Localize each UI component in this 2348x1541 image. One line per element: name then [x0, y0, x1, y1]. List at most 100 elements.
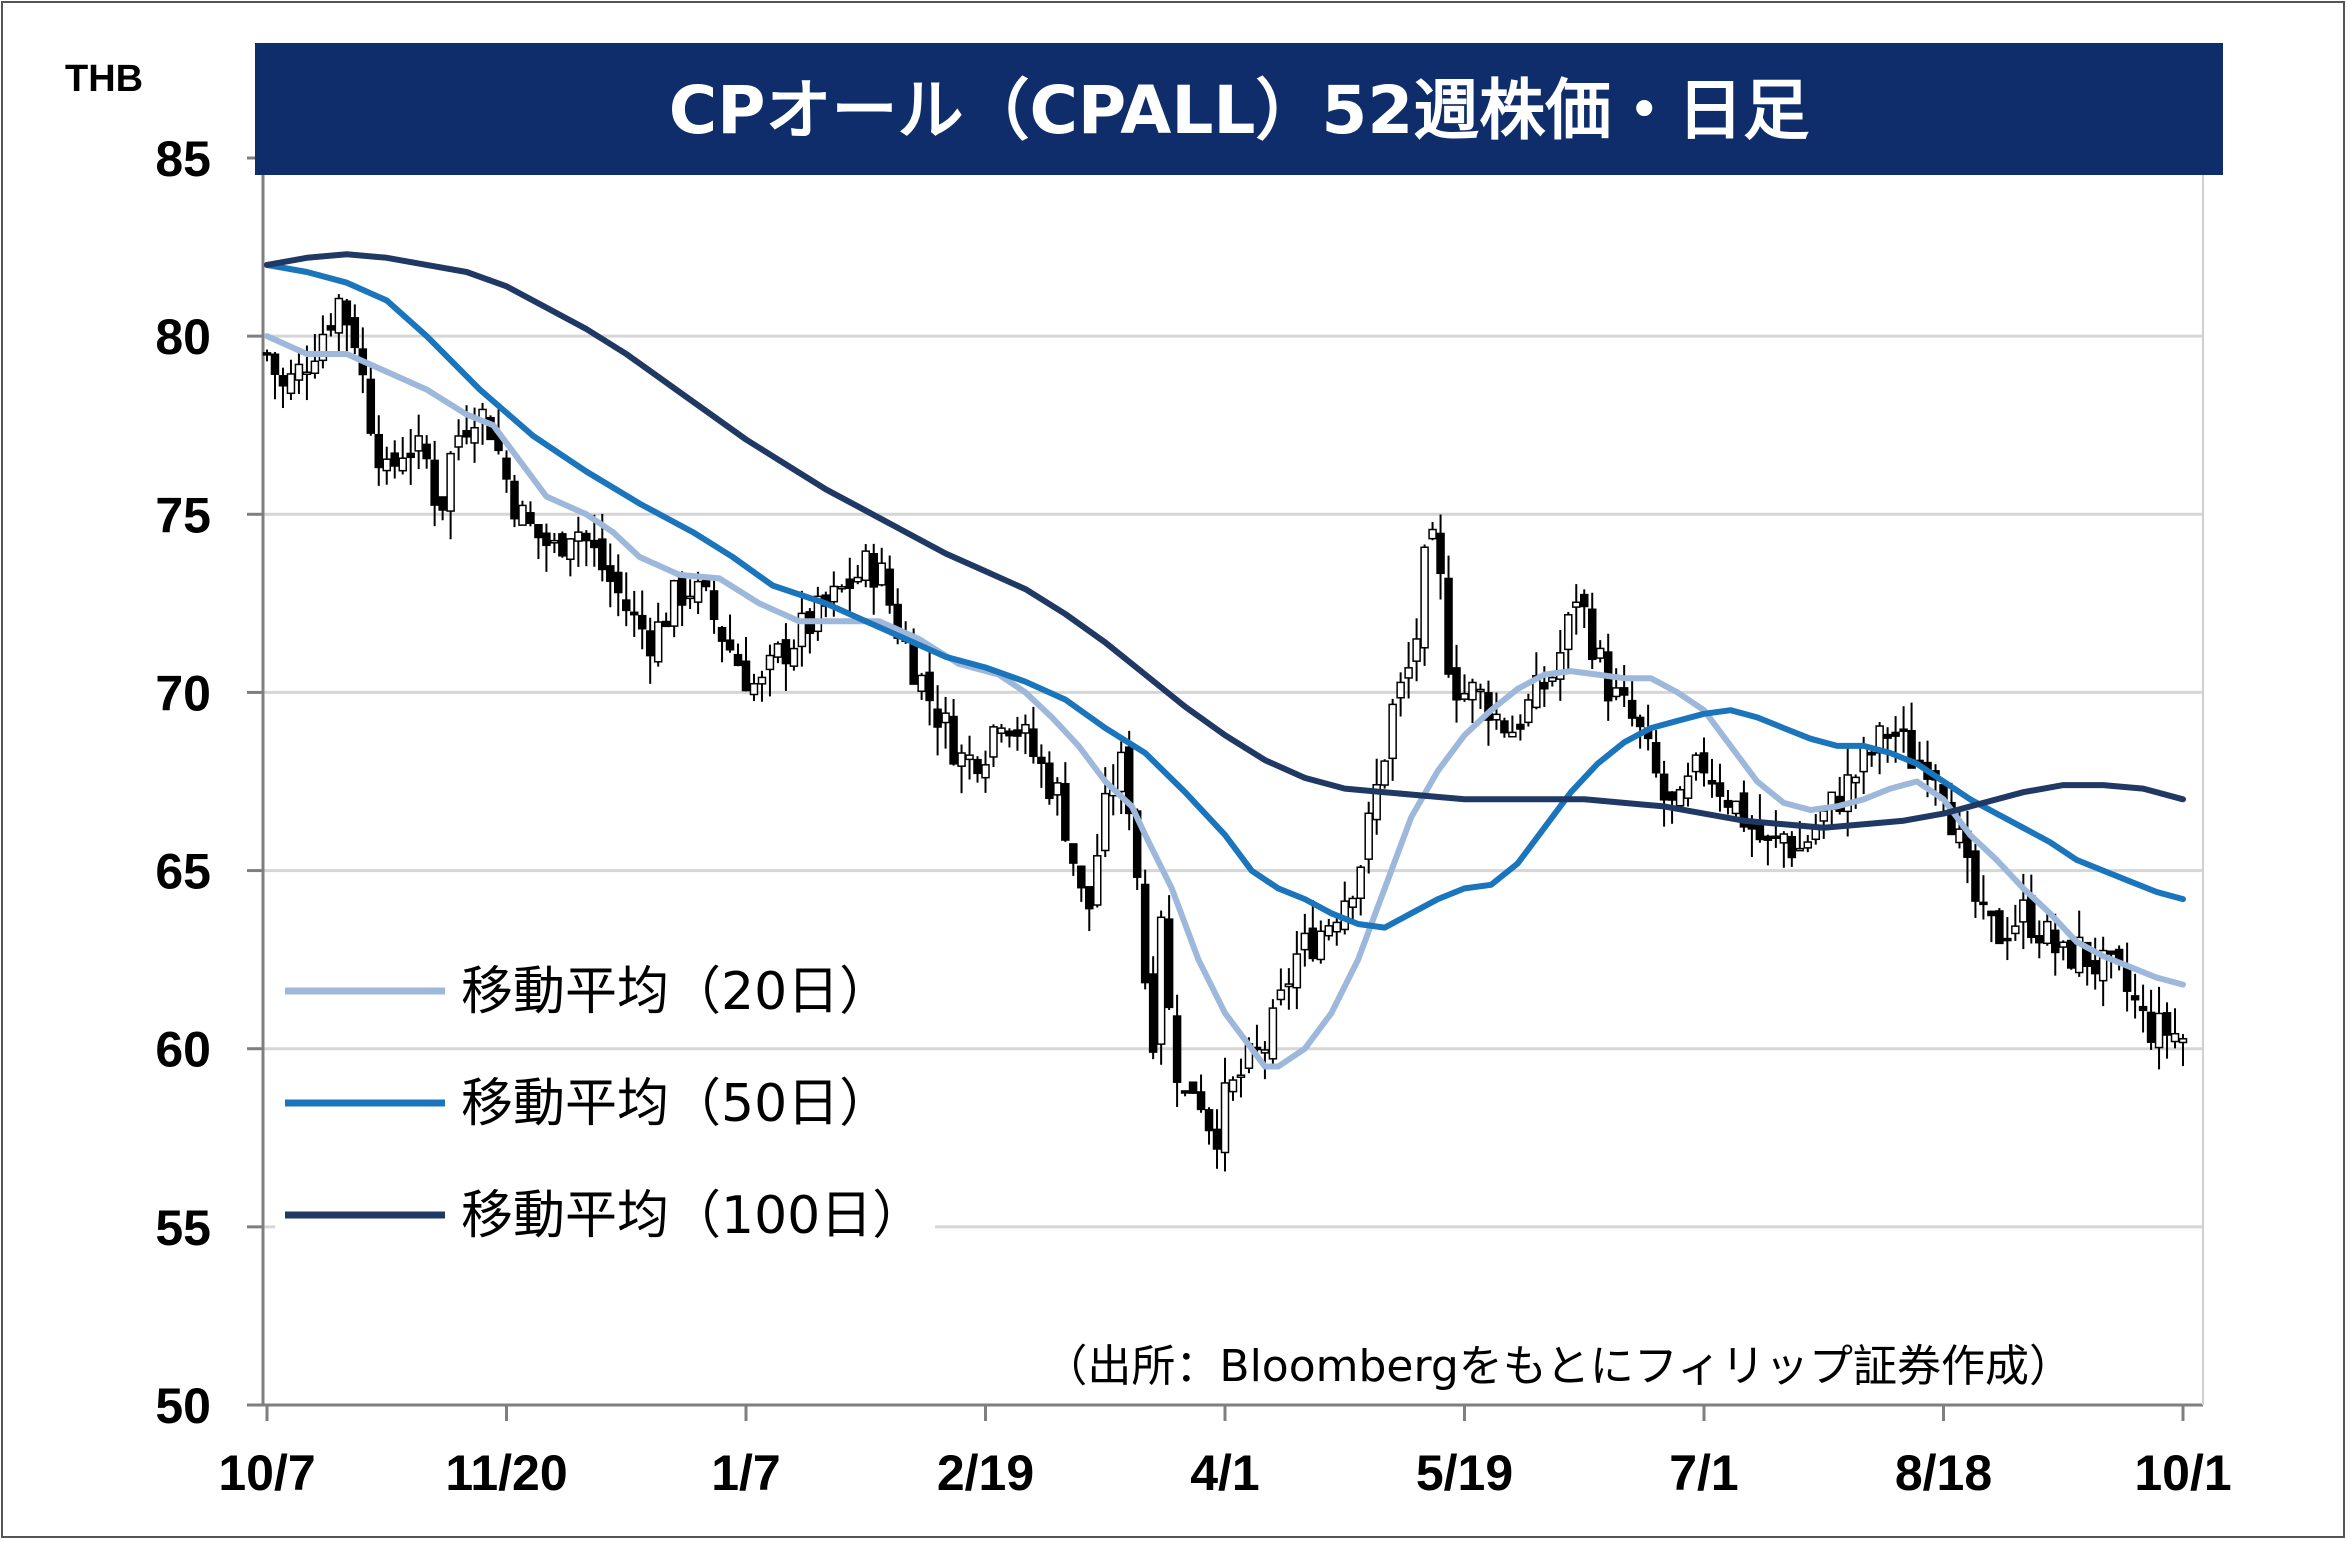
- candle-body: [781, 639, 791, 665]
- candle-body: [773, 643, 783, 658]
- candle-body: [885, 568, 894, 606]
- candle-body: [614, 571, 623, 594]
- candle-body: [1564, 614, 1573, 651]
- candle-body: [1659, 773, 1669, 801]
- y-tick-label: 70: [155, 665, 211, 721]
- candle-body: [454, 435, 463, 448]
- candle-body: [1188, 1081, 1198, 1094]
- legend: 移動平均（20日） 移動平均（50日） 移動平均（100日）: [275, 943, 935, 1247]
- candle-body: [1053, 782, 1062, 796]
- candle-body: [1316, 930, 1326, 961]
- candle-body: [925, 671, 934, 702]
- candle-body: [1029, 728, 1038, 758]
- candle-body: [2019, 899, 2028, 923]
- candle-body: [765, 654, 775, 671]
- legend-backdrop: [275, 1055, 935, 1135]
- candle-body: [1739, 792, 1749, 828]
- candle-body: [1580, 593, 1589, 608]
- candle-body: [1460, 692, 1469, 700]
- candle-body: [278, 375, 288, 387]
- candle-body: [1428, 528, 1437, 540]
- candle-body: [1524, 699, 1533, 724]
- y-tick-label: 50: [155, 1378, 211, 1434]
- legend-backdrop: [275, 1167, 935, 1247]
- candle-body: [1468, 681, 1477, 701]
- candle-body: [1771, 835, 1781, 839]
- candle-body: [334, 297, 344, 334]
- candle-body: [286, 373, 296, 395]
- candle-body: [1556, 652, 1565, 680]
- candle-body: [1587, 608, 1597, 661]
- candle-body: [1436, 532, 1445, 575]
- candle-body: [606, 565, 615, 582]
- candle-body: [1404, 667, 1413, 679]
- candle-body: [1085, 886, 1094, 910]
- candle-body: [1396, 681, 1405, 699]
- candle-body: [574, 531, 583, 542]
- candle-body: [869, 553, 878, 588]
- x-tick-label: 7/1: [1669, 1445, 1739, 1501]
- candle-body: [462, 430, 471, 438]
- candle-body: [414, 435, 423, 452]
- candle-body: [685, 595, 695, 600]
- candle-body: [310, 360, 320, 374]
- candle-body: [645, 630, 655, 657]
- candle-body: [1843, 774, 1852, 813]
- candle-body: [717, 626, 727, 642]
- candle-body: [1228, 1079, 1238, 1093]
- candle-body: [1683, 775, 1693, 799]
- candle-body: [1899, 728, 1908, 732]
- title-banner: CPオール（CPALL）52週株価・日足: [255, 43, 2223, 175]
- candle-body: [1851, 776, 1860, 784]
- candle-body: [1364, 812, 1373, 860]
- candle-body: [534, 524, 543, 539]
- candle-body: [1779, 833, 1789, 844]
- y-tick-label: 55: [155, 1200, 211, 1256]
- candle-body: [877, 562, 886, 586]
- candle-body: [1516, 723, 1525, 730]
- candle-body: [446, 452, 455, 512]
- candle-body: [622, 599, 631, 612]
- candle-body: [2138, 1005, 2148, 1012]
- candle-body: [1013, 729, 1022, 737]
- x-tick-label: 8/18: [1895, 1445, 1992, 1501]
- candle-body: [1164, 918, 1174, 1009]
- candle-body: [2122, 967, 2132, 992]
- candle-body: [1619, 687, 1629, 696]
- candle-body: [350, 317, 360, 349]
- candle-body: [2170, 1032, 2180, 1043]
- candle-body: [981, 764, 990, 779]
- candle-body: [590, 539, 599, 549]
- candle-body: [1795, 847, 1805, 852]
- candle-body: [2098, 949, 2108, 982]
- y-tick-label: 80: [155, 309, 211, 365]
- candle-body: [1508, 731, 1517, 738]
- candle-body: [1196, 1091, 1206, 1111]
- x-tick-label: 1/7: [711, 1445, 781, 1501]
- candle-body: [1420, 546, 1429, 649]
- legend-label: 移動平均（20日）: [461, 962, 891, 1022]
- candle-body: [2066, 939, 2076, 969]
- candle-body: [989, 726, 998, 758]
- candle-body: [2130, 995, 2140, 1001]
- candle-body: [1731, 800, 1741, 815]
- candle-body: [422, 443, 431, 460]
- candle-body: [1268, 1007, 1278, 1060]
- candle-body: [2178, 1038, 2188, 1044]
- x-tick-label: 10/1: [2134, 1445, 2231, 1501]
- y-tick-label: 75: [155, 487, 211, 543]
- candle-body: [2162, 1012, 2172, 1036]
- candle-body: [550, 539, 559, 544]
- candle-body: [1021, 723, 1030, 734]
- candle-body: [2106, 950, 2116, 955]
- candle-body: [582, 532, 591, 542]
- candle-body: [1907, 729, 1916, 769]
- legend-backdrop: [275, 943, 935, 1023]
- y-unit-label: THB: [65, 58, 143, 100]
- candle-body: [566, 538, 575, 561]
- candle-body: [1611, 687, 1621, 698]
- candle-body: [2043, 920, 2052, 945]
- candle-body: [1348, 897, 1357, 908]
- candle-body: [518, 504, 527, 526]
